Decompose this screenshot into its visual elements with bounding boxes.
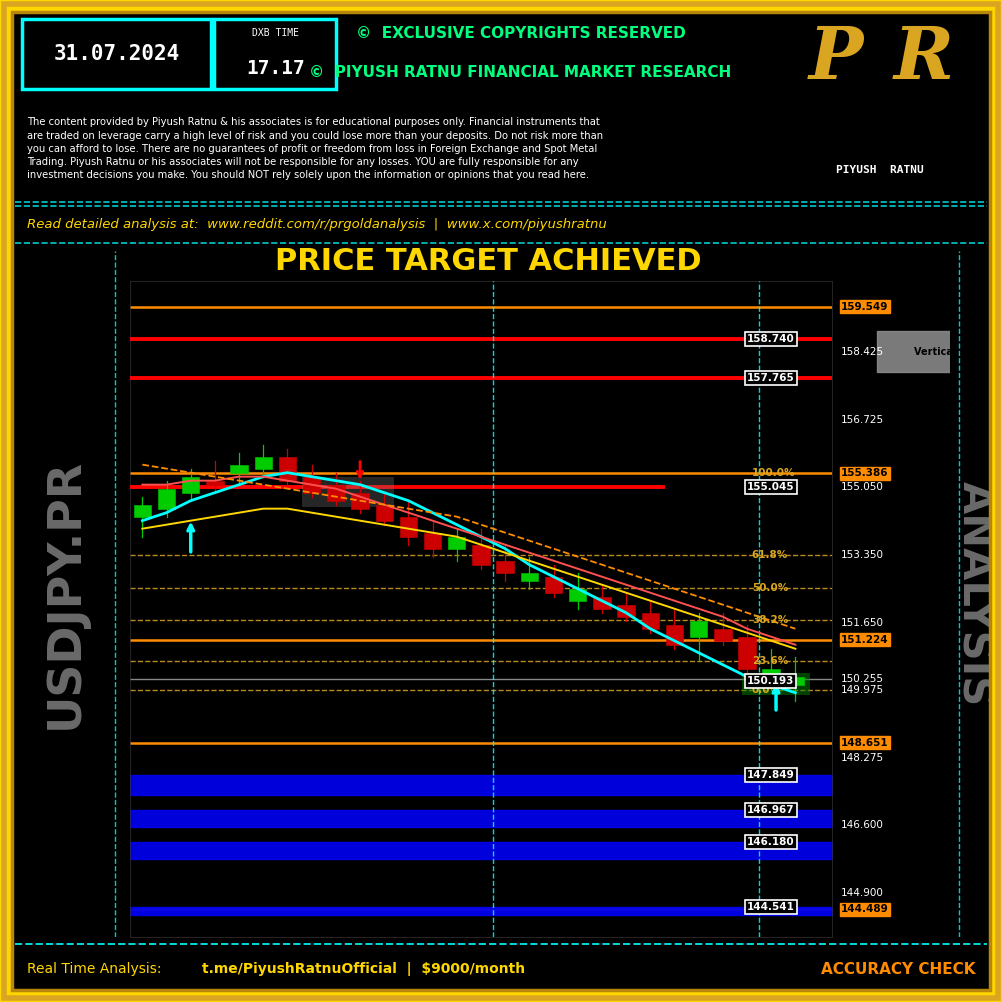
Bar bbox=[400, 517, 417, 537]
Text: 150.255: 150.255 bbox=[841, 673, 884, 683]
Text: 146.180: 146.180 bbox=[747, 837, 795, 847]
Bar bbox=[158, 489, 175, 509]
Text: 144.900: 144.900 bbox=[841, 888, 884, 898]
Text: 61.8%: 61.8% bbox=[752, 550, 789, 560]
Text: 157.765: 157.765 bbox=[747, 373, 795, 383]
Text: Read detailed analysis at:  www.reddit.com/r/prgoldanalysis  |  www.x.com/piyush: Read detailed analysis at: www.reddit.co… bbox=[27, 218, 606, 230]
Bar bbox=[763, 668, 780, 676]
Bar bbox=[230, 465, 247, 473]
Bar bbox=[617, 605, 635, 616]
FancyBboxPatch shape bbox=[22, 19, 211, 89]
Bar bbox=[665, 624, 683, 644]
Text: USDJPY.PR: USDJPY.PR bbox=[43, 458, 87, 729]
Bar bbox=[569, 589, 586, 601]
Bar bbox=[496, 561, 514, 573]
Bar bbox=[303, 477, 321, 493]
Bar bbox=[593, 597, 610, 608]
Text: 38.2%: 38.2% bbox=[752, 615, 789, 625]
Text: 156.725: 156.725 bbox=[841, 415, 884, 425]
FancyBboxPatch shape bbox=[877, 331, 955, 372]
Text: R: R bbox=[894, 23, 954, 94]
Text: 150.193: 150.193 bbox=[747, 676, 795, 686]
Text: 147.849: 147.849 bbox=[747, 770, 795, 780]
Bar bbox=[521, 573, 538, 581]
Bar bbox=[714, 628, 731, 640]
Text: 158.425: 158.425 bbox=[841, 347, 884, 357]
Bar bbox=[376, 505, 393, 521]
Text: 144.489: 144.489 bbox=[841, 904, 889, 914]
Text: 23.6%: 23.6% bbox=[752, 656, 789, 666]
Bar bbox=[738, 636, 756, 668]
Text: 148.651: 148.651 bbox=[841, 737, 889, 747]
Text: The content provided by Piyush Ratnu & his associates is for educational purpose: The content provided by Piyush Ratnu & h… bbox=[27, 117, 603, 180]
Bar bbox=[641, 612, 659, 628]
Bar bbox=[182, 477, 199, 493]
Text: ©  EXCLUSIVE COPYRIGHTS RESERVED: © EXCLUSIVE COPYRIGHTS RESERVED bbox=[356, 26, 685, 41]
Bar bbox=[424, 533, 441, 549]
Text: P: P bbox=[810, 23, 864, 94]
Text: 155.045: 155.045 bbox=[747, 482, 795, 492]
Text: PIYUSH  RATNU: PIYUSH RATNU bbox=[837, 165, 924, 175]
Text: 159.549: 159.549 bbox=[841, 302, 889, 312]
Bar bbox=[448, 537, 466, 549]
Bar bbox=[302, 477, 394, 507]
Bar bbox=[279, 457, 297, 481]
Bar bbox=[352, 493, 369, 509]
Text: 50.0%: 50.0% bbox=[752, 582, 789, 592]
Bar bbox=[327, 485, 345, 501]
Text: 151.650: 151.650 bbox=[841, 617, 884, 627]
Bar bbox=[787, 676, 804, 684]
FancyBboxPatch shape bbox=[214, 19, 336, 89]
Text: 149.975: 149.975 bbox=[841, 684, 884, 694]
Text: Real Time Analysis:: Real Time Analysis: bbox=[27, 962, 165, 976]
Text: 100.0%: 100.0% bbox=[752, 468, 796, 478]
Text: ANALYSIS: ANALYSIS bbox=[954, 481, 996, 706]
Text: PRICE TARGET ACHIEVED: PRICE TARGET ACHIEVED bbox=[276, 247, 701, 276]
Text: 148.275: 148.275 bbox=[841, 753, 884, 763]
Text: ACCURACY CHECK: ACCURACY CHECK bbox=[821, 962, 975, 977]
Text: 17.17: 17.17 bbox=[246, 59, 305, 78]
Text: DXB TIME: DXB TIME bbox=[253, 28, 299, 38]
Text: Vertical sc: Vertical sc bbox=[915, 347, 972, 357]
Text: 153.350: 153.350 bbox=[841, 550, 884, 560]
Bar bbox=[472, 545, 490, 565]
Text: ©  PIYUSH RATNU FINANCIAL MARKET RESEARCH: © PIYUSH RATNU FINANCIAL MARKET RESEARCH bbox=[310, 65, 731, 80]
Text: 31.07.2024: 31.07.2024 bbox=[54, 44, 180, 64]
Text: 151.224: 151.224 bbox=[841, 635, 889, 644]
Bar bbox=[545, 577, 562, 593]
Text: 158.740: 158.740 bbox=[747, 334, 795, 344]
Bar bbox=[133, 505, 151, 517]
Text: 155.386: 155.386 bbox=[841, 468, 889, 478]
Text: 146.967: 146.967 bbox=[747, 806, 795, 816]
Bar bbox=[206, 481, 223, 485]
Text: 144.541: 144.541 bbox=[747, 902, 795, 912]
Text: 0.0%: 0.0% bbox=[752, 684, 781, 694]
Bar bbox=[742, 672, 810, 694]
Text: 155.050: 155.050 bbox=[841, 482, 884, 492]
Text: 146.600: 146.600 bbox=[841, 820, 884, 830]
Bar bbox=[690, 620, 707, 636]
Text: t.me/PiyushRatnuOfficial  |  $9000/month: t.me/PiyushRatnuOfficial | $9000/month bbox=[201, 962, 525, 976]
Bar bbox=[255, 457, 272, 469]
